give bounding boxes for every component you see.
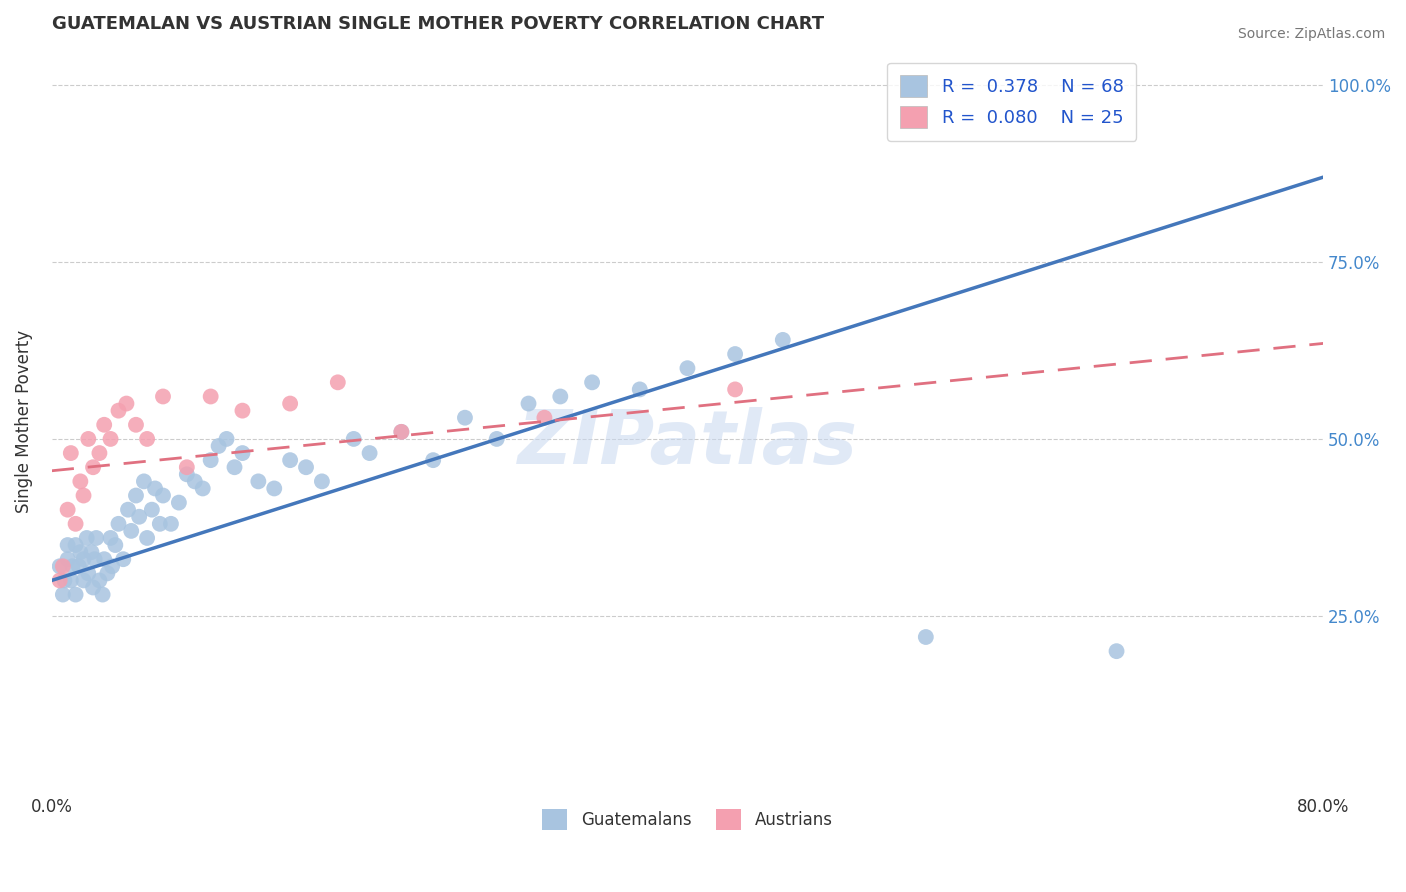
Point <box>231 403 253 417</box>
Point <box>724 347 747 361</box>
Point <box>89 446 111 460</box>
Point <box>96 566 118 581</box>
Point <box>485 432 508 446</box>
Point <box>152 389 174 403</box>
Point <box>125 489 148 503</box>
Point <box>343 432 366 446</box>
Point <box>82 581 104 595</box>
Point <box>231 446 253 460</box>
Point <box>389 425 412 439</box>
Point <box>101 559 124 574</box>
Point <box>107 403 129 417</box>
Point <box>48 574 70 588</box>
Point <box>295 460 318 475</box>
Point <box>72 489 94 503</box>
Legend: Guatemalans, Austrians: Guatemalans, Austrians <box>536 803 839 837</box>
Point <box>278 453 301 467</box>
Point <box>100 531 122 545</box>
Point <box>176 460 198 475</box>
Point <box>152 489 174 503</box>
Point <box>914 630 936 644</box>
Point <box>65 588 87 602</box>
Point <box>82 460 104 475</box>
Point <box>533 410 555 425</box>
Point <box>89 574 111 588</box>
Text: Source: ZipAtlas.com: Source: ZipAtlas.com <box>1237 27 1385 41</box>
Point <box>104 538 127 552</box>
Point <box>628 383 651 397</box>
Point <box>200 389 222 403</box>
Point <box>125 417 148 432</box>
Point <box>1105 644 1128 658</box>
Point <box>215 432 238 446</box>
Point <box>176 467 198 482</box>
Text: GUATEMALAN VS AUSTRIAN SINGLE MOTHER POVERTY CORRELATION CHART: GUATEMALAN VS AUSTRIAN SINGLE MOTHER POV… <box>52 15 824 33</box>
Point <box>52 559 75 574</box>
Point <box>80 545 103 559</box>
Point <box>52 588 75 602</box>
Point <box>77 432 100 446</box>
Point <box>76 531 98 545</box>
Point <box>676 361 699 376</box>
Point <box>59 446 82 460</box>
Point <box>62 559 84 574</box>
Point <box>136 531 159 545</box>
Point <box>224 460 246 475</box>
Point <box>107 516 129 531</box>
Point <box>422 453 444 467</box>
Text: ZIPatlas: ZIPatlas <box>517 407 858 480</box>
Point <box>65 516 87 531</box>
Point <box>278 396 301 410</box>
Point <box>167 495 190 509</box>
Point <box>772 333 794 347</box>
Point <box>69 545 91 559</box>
Y-axis label: Single Mother Poverty: Single Mother Poverty <box>15 330 32 513</box>
Point <box>149 516 172 531</box>
Point <box>160 516 183 531</box>
Point <box>84 531 107 545</box>
Point <box>56 552 79 566</box>
Point <box>53 574 76 588</box>
Point <box>83 552 105 566</box>
Point <box>200 453 222 467</box>
Point <box>311 475 333 489</box>
Point <box>65 538 87 552</box>
Point <box>184 475 207 489</box>
Point <box>247 475 270 489</box>
Point <box>77 566 100 581</box>
Point <box>56 502 79 516</box>
Point <box>91 588 114 602</box>
Point <box>69 475 91 489</box>
Point <box>72 574 94 588</box>
Point <box>93 552 115 566</box>
Point <box>117 502 139 516</box>
Point <box>132 475 155 489</box>
Point <box>143 482 166 496</box>
Point <box>207 439 229 453</box>
Point <box>359 446 381 460</box>
Point <box>136 432 159 446</box>
Point <box>517 396 540 410</box>
Point <box>141 502 163 516</box>
Point <box>724 383 747 397</box>
Point <box>67 559 90 574</box>
Point <box>128 509 150 524</box>
Point <box>56 538 79 552</box>
Point <box>48 559 70 574</box>
Point <box>550 389 572 403</box>
Point <box>454 410 477 425</box>
Point <box>326 376 349 390</box>
Point <box>581 376 603 390</box>
Point <box>115 396 138 410</box>
Point <box>59 574 82 588</box>
Point <box>112 552 135 566</box>
Point <box>72 552 94 566</box>
Point <box>93 417 115 432</box>
Point <box>191 482 214 496</box>
Point <box>100 432 122 446</box>
Point <box>389 425 412 439</box>
Point <box>263 482 285 496</box>
Point <box>120 524 142 538</box>
